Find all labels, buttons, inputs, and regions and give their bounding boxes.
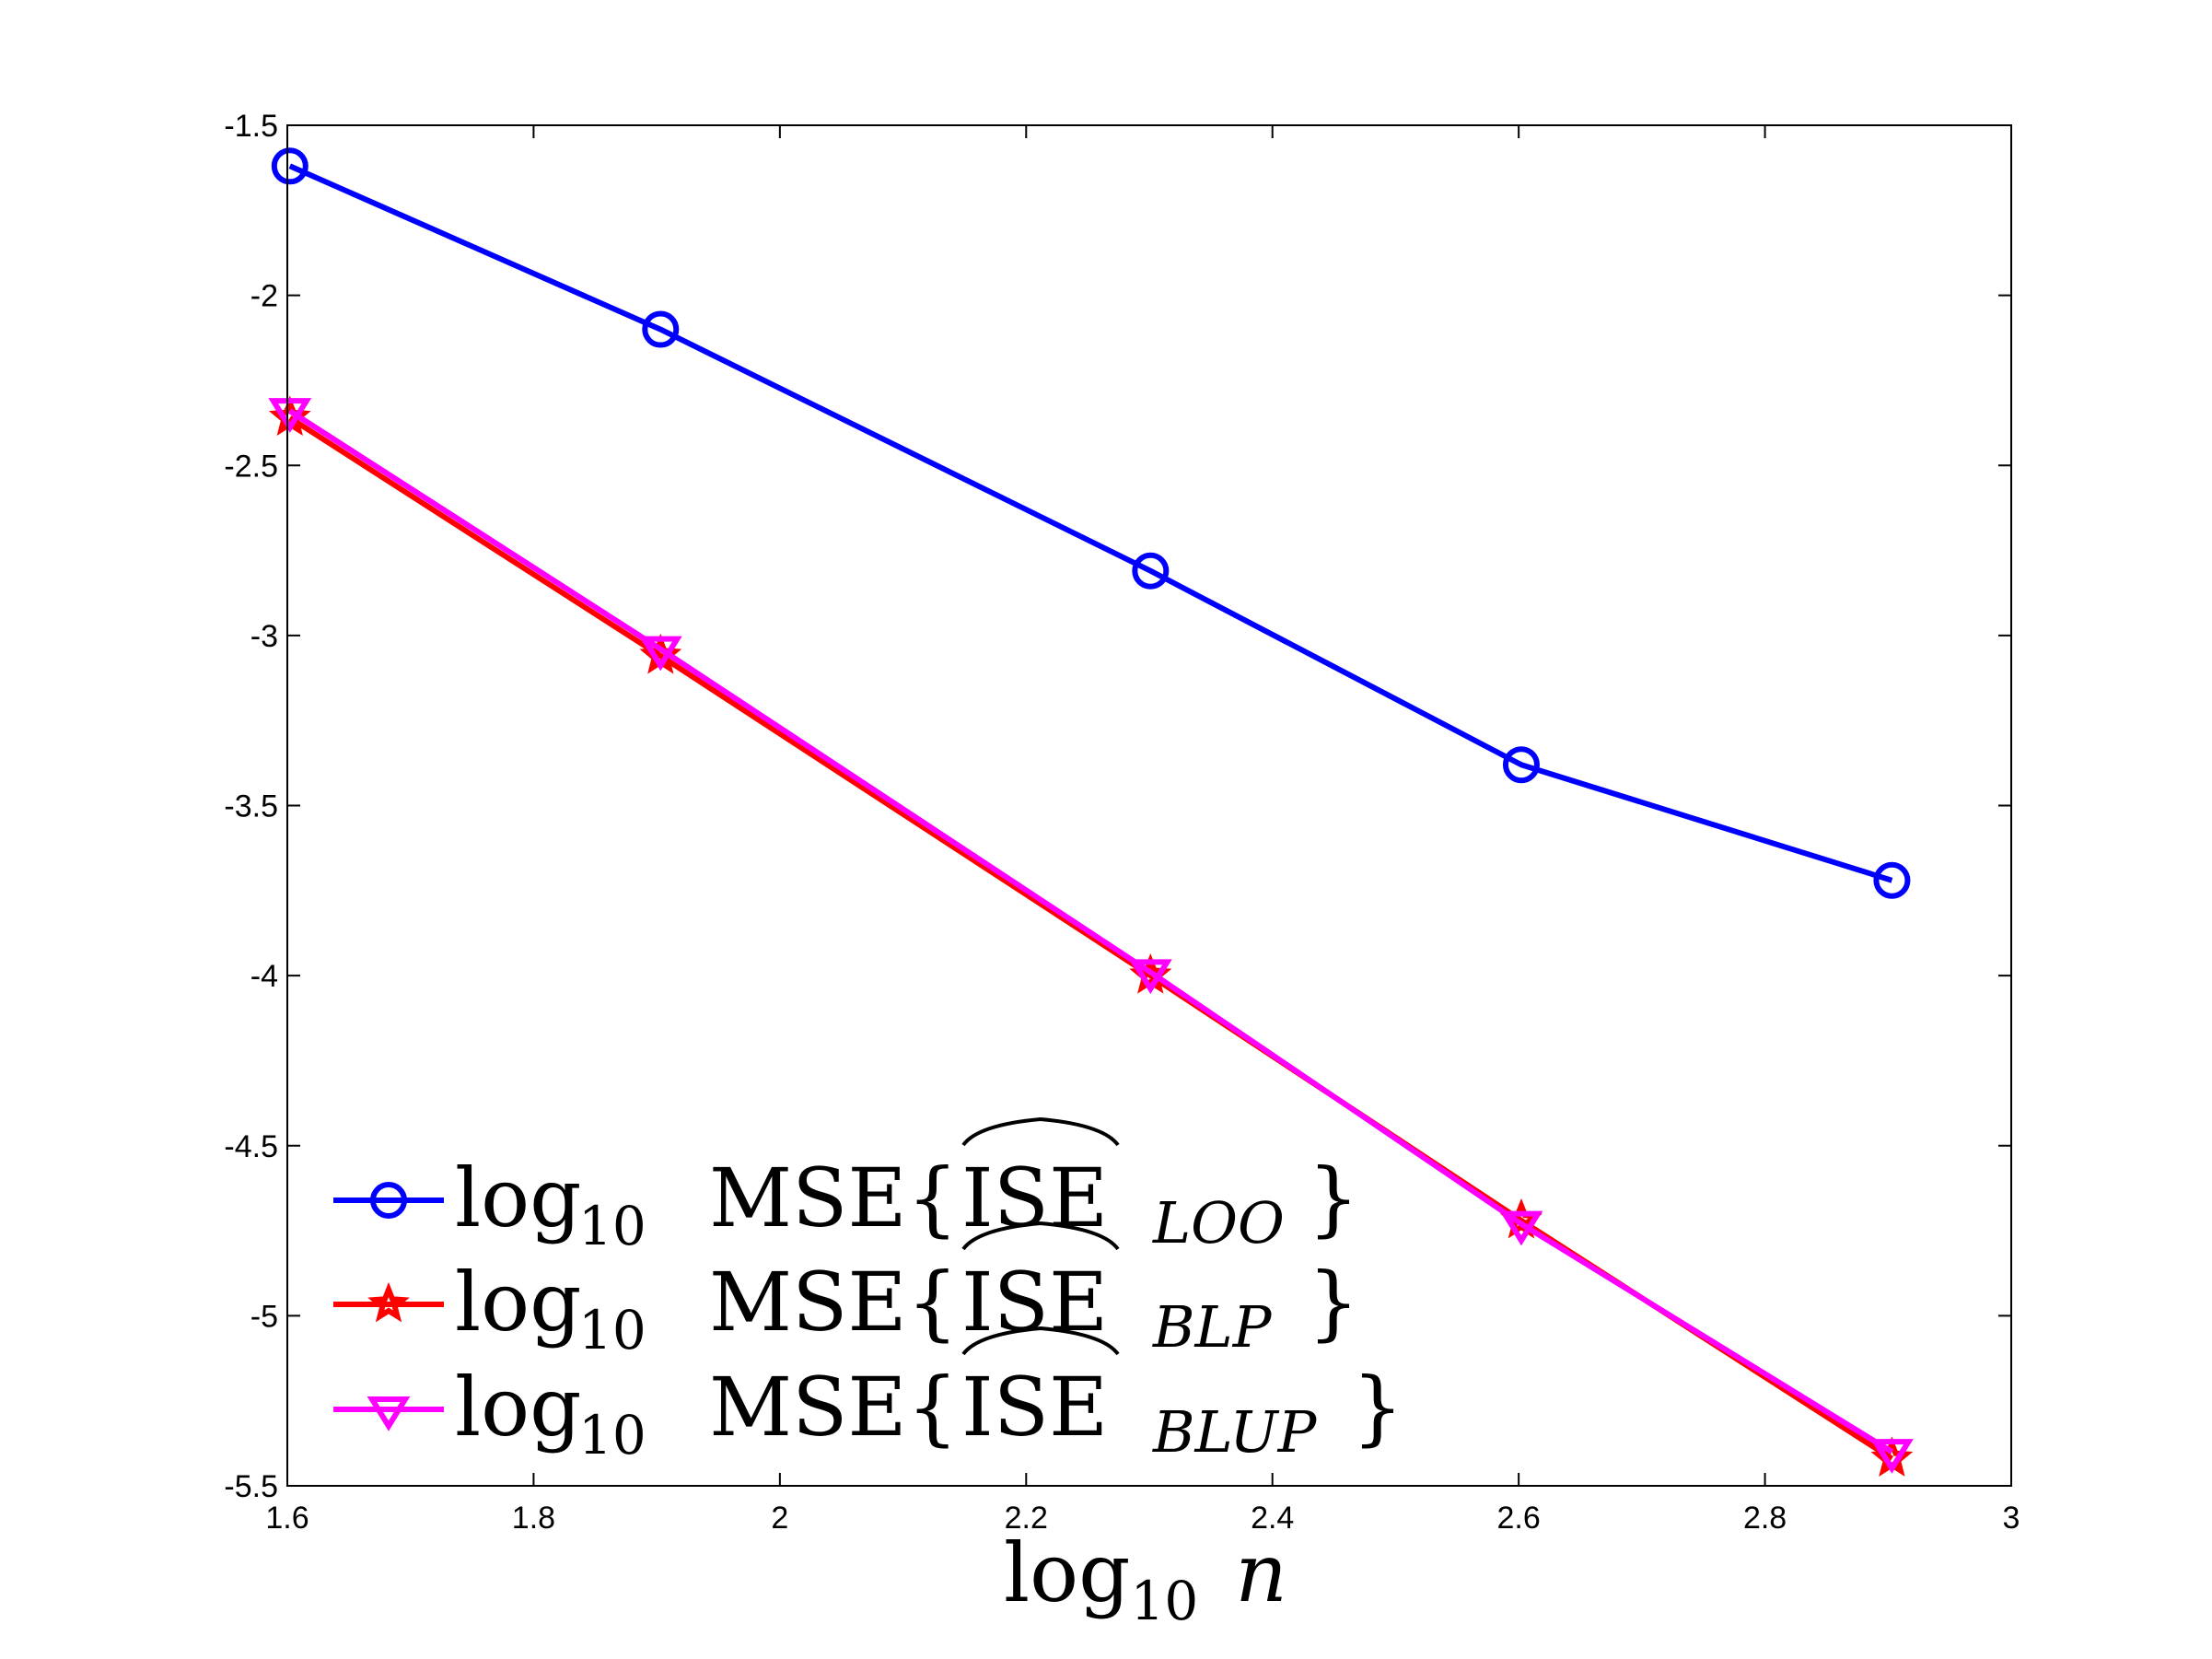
y-tick-label: -1.5 (224, 109, 278, 144)
legend-log-subscript: 10 (578, 1195, 646, 1257)
x-tick-label: 1.8 (512, 1501, 555, 1536)
series-blup (268, 398, 1914, 1474)
legend-hat (961, 1116, 1120, 1147)
legend-log: log (455, 1360, 581, 1455)
y-tick-labels: -1.5 -2 -2.5 -3 -3.5 -4 -4.5 -5 -5.5 (224, 109, 278, 1504)
series-line-loo (288, 163, 1893, 883)
x-tick-label: 3 (2003, 1501, 2020, 1536)
data-point-loo (1873, 861, 1911, 899)
y-tick-label: -3 (250, 619, 278, 654)
legend: log10 MSE{ISE LOO}log10 MSE{ISE BLP}log10 MSE… (333, 1116, 1403, 1466)
data-point-blup (1499, 1210, 1543, 1246)
legend-item-blup: log10 MSE{ISE BLUP} (333, 1326, 1403, 1466)
legend-close-brace: } (1308, 1255, 1359, 1349)
legend-log: log (455, 1151, 581, 1245)
legend-estimator-subscript: BLUP (1152, 1398, 1318, 1466)
legend-close-brace: } (1308, 1151, 1359, 1245)
y-tick-label: -4.5 (224, 1129, 278, 1164)
y-tick-label: -5.5 (224, 1469, 278, 1504)
data-point-blup (1128, 959, 1172, 995)
y-tick-label: -4 (250, 959, 278, 994)
legend-log: log (455, 1255, 581, 1349)
data-point-loo (271, 147, 309, 185)
legend-hat (961, 1326, 1120, 1356)
legend-hat (961, 1221, 1120, 1251)
legend-estimator-subscript: BLP (1152, 1293, 1273, 1361)
x-tick-labels: 1.6 1.8 2 2.2 2.4 2.6 2.8 3 (265, 1501, 2020, 1536)
x-tick-label: 1.6 (265, 1501, 309, 1536)
legend-log-subscript: 10 (578, 1299, 646, 1361)
x-tick-label: 2.4 (1251, 1501, 1294, 1536)
data-point-loo (1502, 746, 1540, 784)
x-axis-label-log: log (1004, 1525, 1130, 1620)
legend-mse: MSE{ (709, 1360, 959, 1455)
legend-close-brace: } (1352, 1360, 1403, 1455)
x-axis-label: log10 n (1004, 1525, 1287, 1632)
y-tick-label: -5 (250, 1299, 278, 1334)
legend-marker-blp (367, 1281, 410, 1323)
x-tick-label: 2.2 (1005, 1501, 1048, 1536)
data-point-blup (268, 398, 312, 433)
y-tick-label: -2 (250, 279, 278, 314)
legend-item-blp: log10 MSE{ISE BLP} (333, 1221, 1359, 1361)
plot-area (287, 125, 2011, 1486)
legend-mse: MSE{ (709, 1255, 959, 1349)
x-axis-label-sub: 10 (1130, 1570, 1198, 1632)
x-axis-label-var: n (1235, 1525, 1287, 1620)
y-tick-label: -3.5 (224, 789, 278, 824)
legend-estimator-subscript: LOO (1152, 1189, 1285, 1256)
legend-log-subscript: 10 (578, 1404, 646, 1466)
legend-marker-loo (370, 1182, 407, 1219)
series-layer (268, 147, 1914, 1477)
x-tick-label: 2.8 (1743, 1501, 1787, 1536)
series-line-blup (288, 408, 1893, 1455)
data-point-blup (638, 636, 682, 672)
legend-marker-blup (367, 1396, 411, 1431)
data-point-blup (1870, 1439, 1914, 1474)
plot-frame (286, 124, 2012, 1487)
legend-mse: MSE{ (709, 1151, 959, 1245)
data-point-loo (1132, 552, 1170, 590)
data-point-loo (642, 310, 680, 348)
x-tick-label: 2.6 (1497, 1501, 1541, 1536)
series-loo (271, 147, 1911, 899)
x-tick-label: 2 (771, 1501, 788, 1536)
y-tick-label: -2.5 (224, 449, 278, 484)
legend-ise: ISE (961, 1360, 1108, 1455)
